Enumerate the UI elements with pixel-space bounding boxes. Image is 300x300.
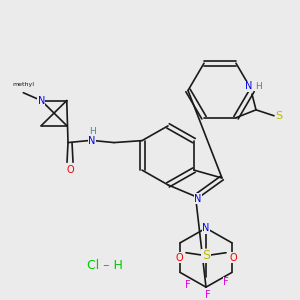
Text: F: F — [185, 280, 191, 290]
Text: H: H — [88, 127, 95, 136]
Text: F: F — [223, 277, 229, 287]
Text: N: N — [245, 81, 253, 91]
Text: S: S — [202, 249, 210, 262]
Text: F: F — [205, 290, 211, 300]
Text: O: O — [229, 253, 237, 262]
Text: N: N — [194, 194, 202, 204]
Text: O: O — [175, 253, 183, 262]
Text: Cl – H: Cl – H — [87, 259, 123, 272]
Text: methyl: methyl — [20, 84, 25, 86]
Text: H: H — [255, 82, 261, 91]
Text: O: O — [66, 165, 74, 175]
Text: N: N — [202, 223, 210, 233]
Text: N: N — [88, 136, 96, 146]
Text: S: S — [275, 111, 283, 121]
Text: methyl: methyl — [12, 82, 34, 87]
Text: N: N — [38, 96, 45, 106]
